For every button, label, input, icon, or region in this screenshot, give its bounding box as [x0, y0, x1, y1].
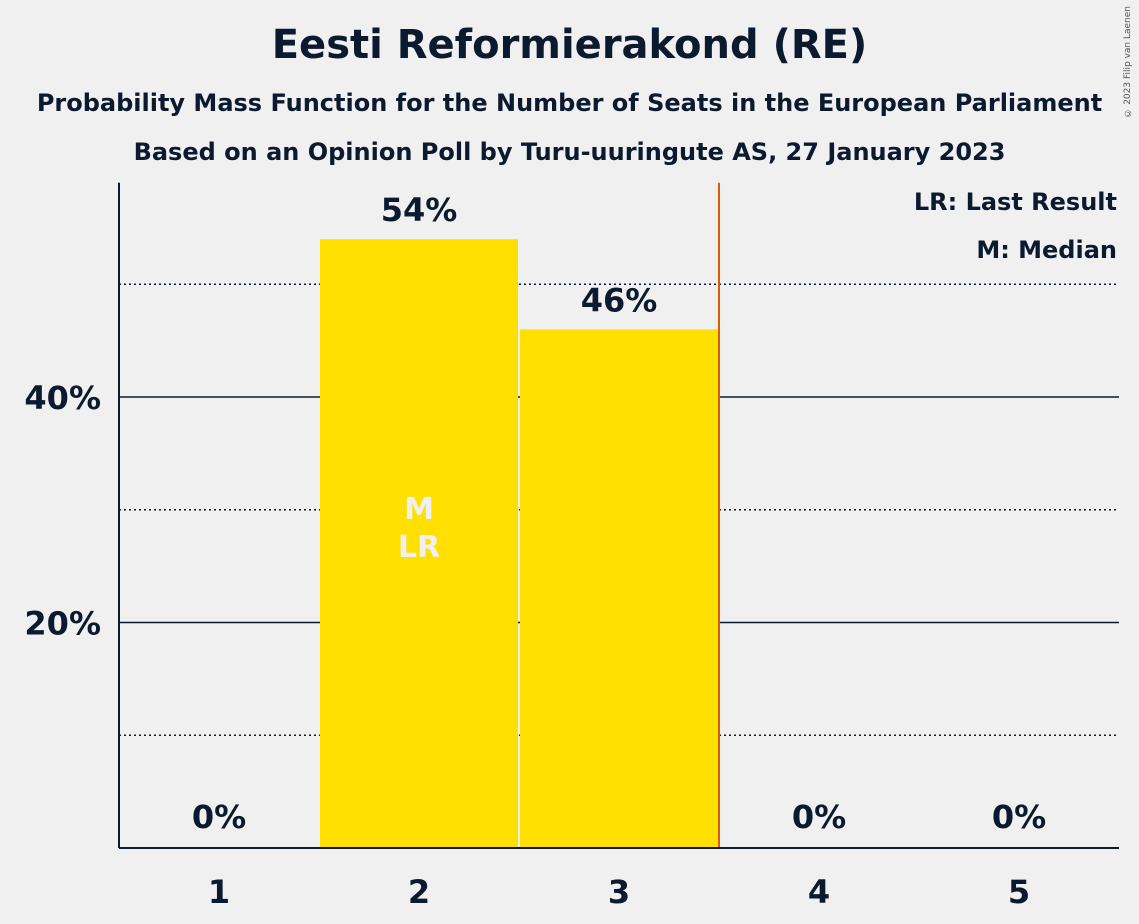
value-label-5: 0% [992, 798, 1046, 836]
y-tick-label-40: 40% [24, 379, 101, 417]
bar-3 [520, 329, 718, 849]
data-labels: 0% 54% MLR 46% 0% 0% [192, 191, 1046, 836]
chart-subtitle: Probability Mass Function for the Number… [36, 89, 1103, 117]
x-tick-label-1: 1 [208, 873, 230, 911]
bar-2 [320, 239, 518, 848]
bars [320, 239, 718, 849]
bar-marker-lr: LR [398, 530, 440, 565]
axes: 20% 40% 1 2 3 4 5 [24, 182, 1119, 911]
bar-marker-m: M [404, 492, 434, 527]
x-tick-label-3: 3 [608, 873, 630, 911]
value-label-2: 54% [381, 191, 458, 229]
y-tick-label-20: 20% [24, 605, 101, 643]
value-label-4: 0% [792, 798, 846, 836]
x-tick-label-4: 4 [808, 873, 830, 911]
x-tick-label-5: 5 [1008, 873, 1030, 911]
value-label-3: 46% [581, 281, 658, 319]
legend-last-result: LR: Last Result [914, 188, 1117, 216]
chart-source-subtitle: Based on an Opinion Poll by Turu-uuringu… [133, 138, 1006, 166]
x-tick-label-2: 2 [408, 873, 430, 911]
legend-median: M: Median [976, 236, 1117, 264]
value-label-1: 0% [192, 798, 246, 836]
chart-title: Eesti Reformierakond (RE) [271, 22, 868, 68]
